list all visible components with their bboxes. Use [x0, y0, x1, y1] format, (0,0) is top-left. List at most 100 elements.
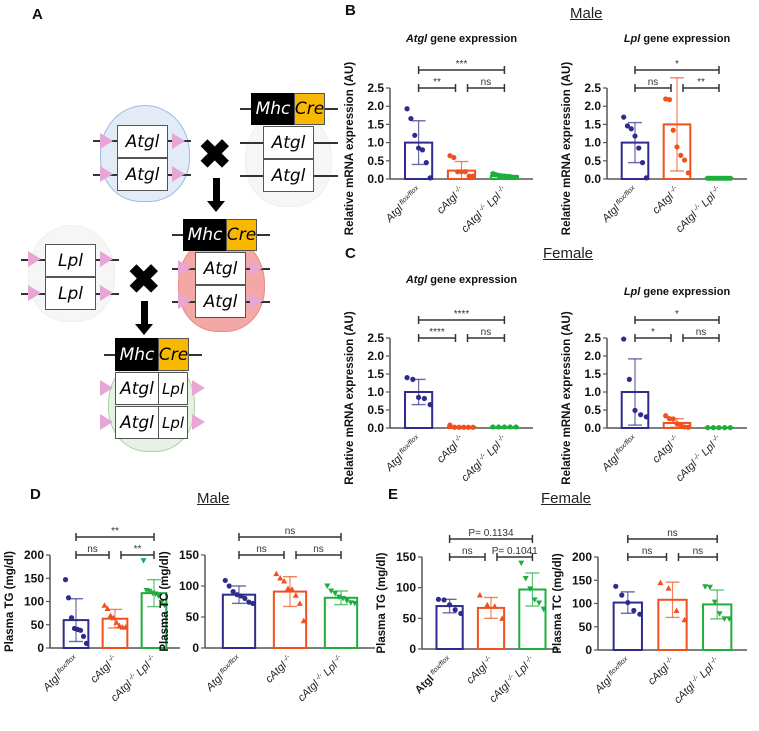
panel-label-c: C	[345, 245, 356, 262]
data-point	[643, 414, 649, 420]
gene-box-lpl: Lpl	[158, 372, 188, 405]
sex-label-male-b: Male	[570, 5, 603, 22]
data-point	[412, 132, 418, 138]
x-tick-label: cAtgl -/-	[650, 433, 682, 465]
data-point	[670, 127, 676, 133]
y-tick-label: 0.0	[584, 421, 601, 435]
y-tick-label: 200	[572, 550, 592, 564]
data-point	[621, 114, 627, 120]
data-point	[332, 590, 339, 597]
data-point	[451, 154, 457, 161]
x-label-sup: flox/flox	[613, 433, 636, 456]
panel-label-e: E	[388, 486, 399, 503]
y-tick-label: 2.5	[367, 331, 384, 345]
loxp-icon	[100, 251, 113, 267]
x-label-sup: flox/flox	[217, 653, 240, 676]
data-point	[716, 611, 723, 617]
x-label-sup: -/-	[663, 655, 674, 666]
loxp-icon	[100, 285, 113, 301]
significance-label: **	[433, 77, 441, 88]
data-point	[234, 592, 240, 598]
data-point	[146, 588, 153, 595]
chart-title: Atgl gene expression	[405, 33, 518, 45]
y-tick-label: 0.0	[367, 172, 384, 186]
data-point	[639, 160, 646, 166]
x-tick-label: Atgl flox/flox	[203, 653, 244, 694]
x-tick-label: Atgl flox/flox	[40, 653, 81, 694]
significance-label: ns	[87, 544, 98, 555]
data-point	[522, 575, 529, 582]
data-point	[452, 607, 458, 613]
panel-label-d: D	[30, 486, 41, 503]
y-tick-label: 150	[396, 550, 416, 564]
chart-title-gene: Atgl	[405, 33, 428, 45]
y-tick-label: 50	[31, 618, 45, 632]
x-tick-label: cAtgl -/- Lpl -/-	[672, 655, 723, 706]
significance-label: ns	[693, 546, 704, 557]
data-point	[678, 152, 684, 158]
data-point	[491, 603, 498, 609]
data-point	[501, 424, 507, 430]
loxp-icon	[172, 166, 185, 182]
data-point	[484, 601, 491, 608]
data-point	[410, 376, 416, 382]
loxp-icon	[172, 133, 185, 149]
data-point	[300, 617, 307, 624]
loxp-icon	[250, 260, 263, 276]
data-point	[447, 602, 453, 608]
x-tick-label: cAtgl -/-	[646, 655, 678, 687]
y-tick-label: 0	[585, 643, 592, 657]
chart-title-rest: gene expression	[427, 274, 517, 286]
cross-icon: ✖	[198, 133, 232, 177]
x-label-sup: -/-	[332, 653, 343, 664]
bar	[101, 617, 129, 650]
data-point	[663, 413, 669, 419]
data-point	[339, 595, 346, 602]
y-tick-label: 200	[24, 548, 44, 562]
data-point	[540, 606, 547, 613]
sex-label-female-e: Female	[541, 490, 592, 507]
data-point	[421, 395, 427, 402]
y-tick-label: 0.5	[584, 403, 601, 417]
data-point	[513, 424, 519, 430]
chart-title: Atgl gene expression	[405, 274, 518, 286]
y-axis-label: Plasma TG (mg/dl)	[376, 552, 388, 653]
x-label-sup: -/-	[476, 452, 487, 463]
x-label-sup: -/-	[313, 672, 324, 683]
data-point	[222, 577, 228, 584]
gene-box-atgl: Atgl	[263, 126, 314, 159]
data-point	[161, 602, 168, 609]
data-point	[716, 425, 722, 431]
chart-title-gene: Lpl	[624, 286, 641, 298]
data-point	[637, 611, 643, 617]
data-point	[83, 640, 90, 646]
y-tick-label: 2.5	[584, 331, 601, 345]
data-point	[636, 145, 642, 151]
x-label-sup: -/-	[504, 673, 515, 684]
significance-label: ns	[481, 77, 492, 88]
data-point	[62, 577, 69, 583]
x-label-sup: -/-	[708, 655, 719, 666]
data-point	[404, 375, 410, 381]
y-axis-label: Relative mRNA expression (AU)	[344, 62, 356, 236]
data-point	[536, 600, 543, 606]
significance-label: ns	[642, 546, 653, 557]
data-point	[619, 592, 625, 598]
chart-title-rest: gene expression	[640, 286, 730, 298]
bar	[323, 596, 359, 650]
x-tick-label: cAtgl -/- Lpl -/-	[459, 184, 510, 235]
x-tick-label: cAtgl -/- Lpl -/-	[674, 184, 725, 235]
significance-label: *	[675, 59, 679, 70]
x-tick-label: cAtgl -/-	[650, 184, 682, 216]
data-point	[631, 607, 637, 614]
x-label-sup: -/-	[668, 433, 679, 444]
data-point	[726, 616, 733, 622]
chart-title-rest: gene expression	[427, 33, 517, 45]
data-point	[513, 174, 519, 180]
x-label-sup: -/-	[691, 452, 702, 463]
data-point	[451, 424, 458, 430]
data-point	[721, 616, 728, 622]
y-tick-label: 0	[409, 642, 416, 656]
data-point	[68, 615, 75, 621]
data-point	[101, 602, 108, 608]
